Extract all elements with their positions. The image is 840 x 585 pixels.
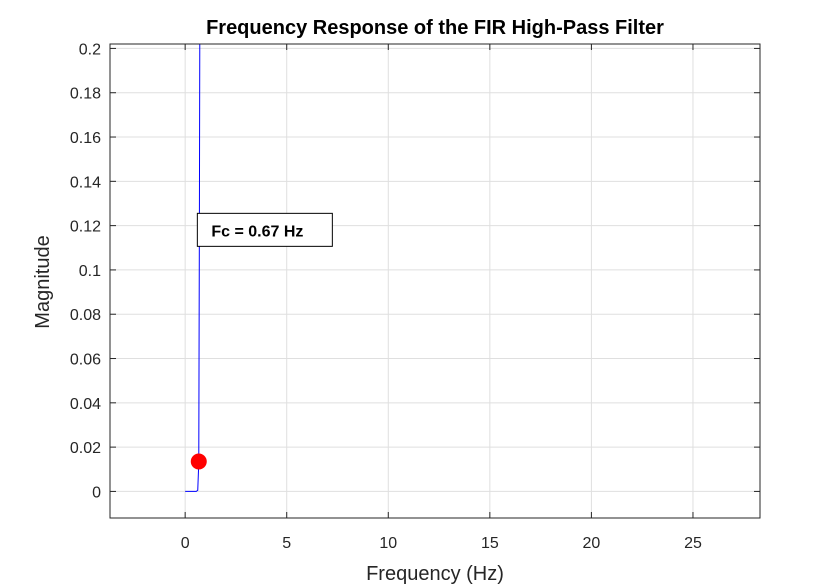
y-tick-label: 0.18 <box>70 86 101 103</box>
magnitude-line <box>185 43 201 492</box>
cutoff-marker <box>190 453 207 470</box>
y-tick-label: 0.16 <box>70 130 101 147</box>
y-tick-label: 0.02 <box>70 440 101 457</box>
y-tick-label: 0.04 <box>70 396 101 413</box>
y-tick-label: 0.14 <box>70 174 101 191</box>
y-tick-label: 0.08 <box>70 307 101 324</box>
x-tick-label: 0 <box>181 535 190 552</box>
y-tick-label: 0.12 <box>70 219 101 236</box>
x-tick-label: 5 <box>282 535 291 552</box>
y-axis-label: Magnitude <box>32 235 54 328</box>
y-tick-label: 0.2 <box>79 41 101 58</box>
x-axis-label: Frequency (Hz) <box>366 563 504 585</box>
y-tick-label: 0.1 <box>79 263 101 280</box>
annotation-text: Fc = 0.67 Hz <box>211 223 303 240</box>
x-tick-label: 25 <box>684 535 702 552</box>
x-tick-label: 15 <box>481 535 499 552</box>
marker-layer <box>190 453 207 470</box>
axis-ticks: 0 5 10 15 20 25 0 0.02 0.04 0.06 0.08 0.1 0.12 0.14 0.… <box>70 41 760 552</box>
plot-series <box>185 43 201 492</box>
y-tick-label: 0 <box>92 484 101 501</box>
axes-box <box>109 43 761 519</box>
chart-title: Frequency Response of the FIR High-Pass … <box>206 17 664 39</box>
grid-lines <box>110 44 760 518</box>
annotation-box <box>196 212 333 247</box>
annotation-layer: Fc = 0.67 Hz <box>196 212 333 247</box>
x-tick-label: 20 <box>583 535 601 552</box>
y-tick-label: 0.06 <box>70 352 101 369</box>
x-tick-label: 10 <box>379 535 397 552</box>
